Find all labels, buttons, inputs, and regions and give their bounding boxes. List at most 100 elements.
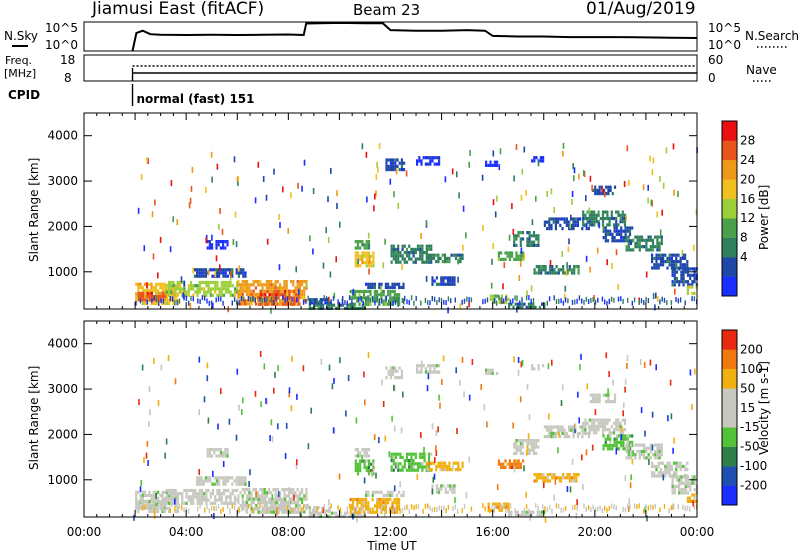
data-cell [359, 264, 362, 268]
data-cell [243, 500, 246, 504]
data-cell [546, 425, 549, 429]
data-cell [270, 504, 274, 508]
data-cell [349, 302, 352, 306]
data-cell [161, 503, 164, 507]
data-cell [294, 286, 297, 290]
data-cell [566, 473, 569, 477]
scatter-echo [457, 276, 459, 283]
data-cell [566, 268, 569, 272]
data-cell [220, 476, 223, 480]
data-cell [426, 468, 429, 472]
colorbar-tick-label: 50 [740, 381, 755, 395]
data-cell [573, 476, 576, 480]
scatter-echo [549, 259, 552, 266]
ground-echo [627, 297, 629, 303]
scatter-echo [468, 456, 470, 463]
data-cell [215, 479, 218, 483]
data-cell [576, 217, 579, 221]
data-cell [204, 479, 207, 483]
data-cell [507, 297, 510, 301]
data-cell [421, 247, 424, 251]
scatter-echo [302, 365, 305, 372]
data-cell [363, 454, 366, 458]
data-cell [231, 271, 234, 275]
data-cell [403, 260, 406, 264]
data-cell [693, 481, 696, 485]
data-cell [185, 290, 188, 294]
scatter-echo [384, 510, 386, 517]
data-cell [365, 465, 368, 469]
data-cell [617, 421, 620, 425]
beam-label: Beam 23 [353, 1, 420, 19]
scatter-echo [278, 213, 280, 220]
ground-echo [148, 503, 151, 509]
ground-echo [427, 300, 429, 306]
data-cell [651, 241, 655, 246]
data-cell [634, 443, 637, 447]
scatter-echo [165, 438, 168, 445]
data-cell [623, 216, 627, 221]
scatter-echo [482, 224, 484, 231]
scatter-echo [677, 191, 679, 197]
data-cell [209, 287, 212, 291]
ground-echo [461, 299, 463, 305]
scatter-echo [662, 182, 665, 189]
data-cell [535, 234, 538, 238]
data-cell [596, 396, 599, 400]
data-cell [656, 446, 659, 450]
scatter-echo [672, 447, 674, 454]
data-cell [612, 428, 616, 432]
data-cell [649, 449, 652, 454]
data-cell [141, 285, 144, 290]
ground-echo [574, 504, 576, 510]
data-cell [604, 440, 607, 444]
data-cell [189, 287, 193, 291]
scatter-echo [153, 358, 155, 364]
data-cell [430, 452, 433, 456]
data-cell [150, 295, 153, 299]
data-cell [679, 263, 682, 267]
data-cell [252, 500, 255, 504]
data-cell [216, 280, 219, 285]
data-cell [365, 448, 368, 452]
data-cell [246, 510, 249, 514]
data-cell [679, 256, 682, 260]
data-cell [590, 421, 594, 425]
data-cell [274, 283, 277, 287]
data-cell [621, 213, 624, 217]
data-cell [390, 465, 393, 469]
scatter-echo [520, 361, 523, 368]
ground-echo [555, 503, 558, 509]
scatter-echo [328, 296, 330, 303]
data-cell [303, 289, 306, 293]
ground-echo [144, 504, 146, 509]
colorbar-segment [722, 388, 737, 408]
data-cell [649, 456, 652, 460]
ground-echo [553, 295, 555, 301]
data-cell [651, 260, 654, 264]
data-cell [270, 289, 273, 293]
data-cell [673, 260, 676, 264]
data-cell [562, 265, 565, 269]
data-cell [389, 369, 392, 373]
data-cell [600, 192, 603, 196]
scatter-echo [397, 202, 400, 209]
data-cell [224, 448, 227, 452]
data-cell [233, 287, 237, 291]
data-cell [295, 504, 298, 508]
data-cell [500, 508, 503, 513]
scatter-echo [492, 199, 495, 206]
scatter-echo [471, 359, 474, 365]
data-cell [324, 511, 327, 515]
data-cell [533, 268, 536, 272]
data-cell [165, 301, 169, 306]
data-cell [451, 484, 454, 488]
data-cell [528, 448, 531, 452]
data-cell [548, 473, 552, 477]
data-cell [659, 256, 662, 260]
data-cell [568, 227, 571, 231]
ground-echo [638, 503, 640, 509]
data-cell [297, 497, 300, 502]
data-cell [392, 372, 395, 376]
data-cell [673, 270, 676, 274]
